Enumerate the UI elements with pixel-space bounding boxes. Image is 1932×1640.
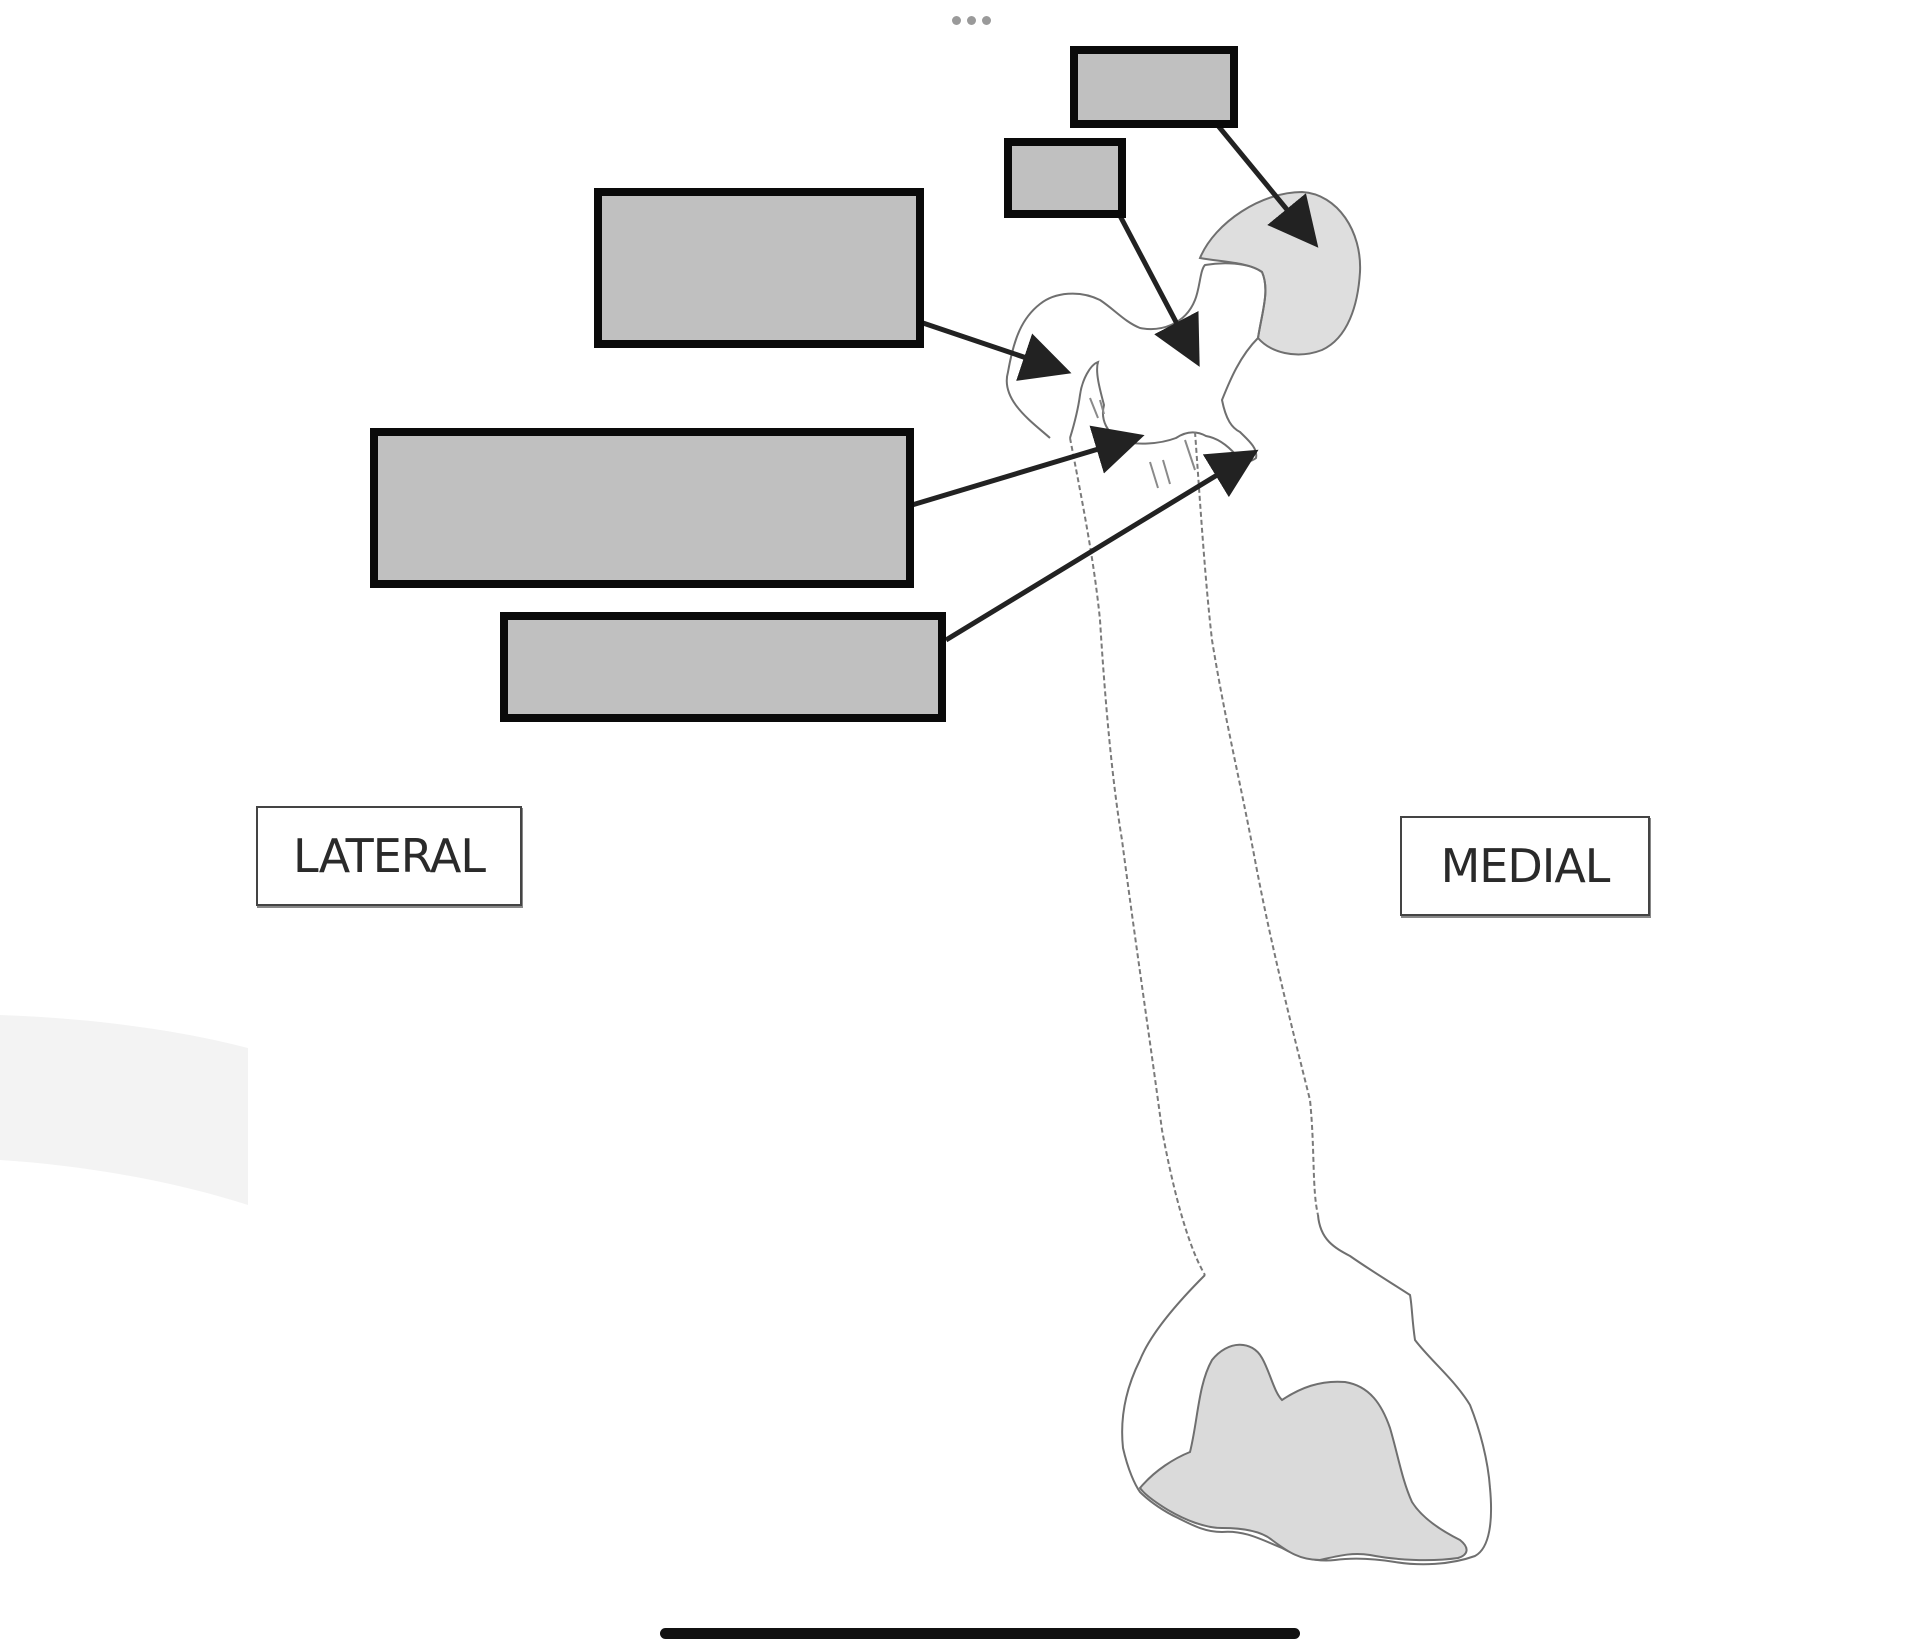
answer-box-greater-trochanter[interactable] [594, 188, 924, 348]
proximal-femur-outline [1005, 262, 1267, 463]
dot [952, 16, 961, 25]
lateral-label-text: LATERAL [293, 829, 486, 883]
trochanter-marks [1089, 397, 1196, 489]
arrow-greater-trochanter-pointer [919, 319, 1072, 381]
answer-box-neck[interactable] [1004, 138, 1126, 218]
answer-box-head[interactable] [1070, 46, 1238, 128]
distal-femur-outline [1121, 1214, 1493, 1566]
answer-box-lesser-trochanter[interactable] [500, 612, 946, 722]
home-indicator[interactable] [660, 1628, 1300, 1639]
shaft-medial-border [1194, 431, 1319, 1216]
answer-box-intertrochanteric[interactable] [370, 428, 914, 588]
arrow-neck-pointer [1115, 210, 1200, 367]
more-options-icon[interactable] [952, 16, 991, 25]
shaft-lateral-border [1069, 437, 1206, 1276]
dot [967, 16, 976, 25]
medial-label-text: MEDIAL [1440, 839, 1611, 893]
medial-label: MEDIAL [1400, 816, 1650, 916]
arrow-intertrochanteric-pointer [911, 425, 1145, 508]
arrow-head-pointer [1213, 120, 1319, 248]
arrow-lesser-trochanter-pointer [944, 449, 1259, 643]
distal-articular-cartilage [1138, 1343, 1468, 1562]
femoral-head-cartilage [1198, 190, 1362, 356]
dot [982, 16, 991, 25]
background-arc [0, 1015, 248, 1205]
lateral-label: LATERAL [256, 806, 522, 906]
